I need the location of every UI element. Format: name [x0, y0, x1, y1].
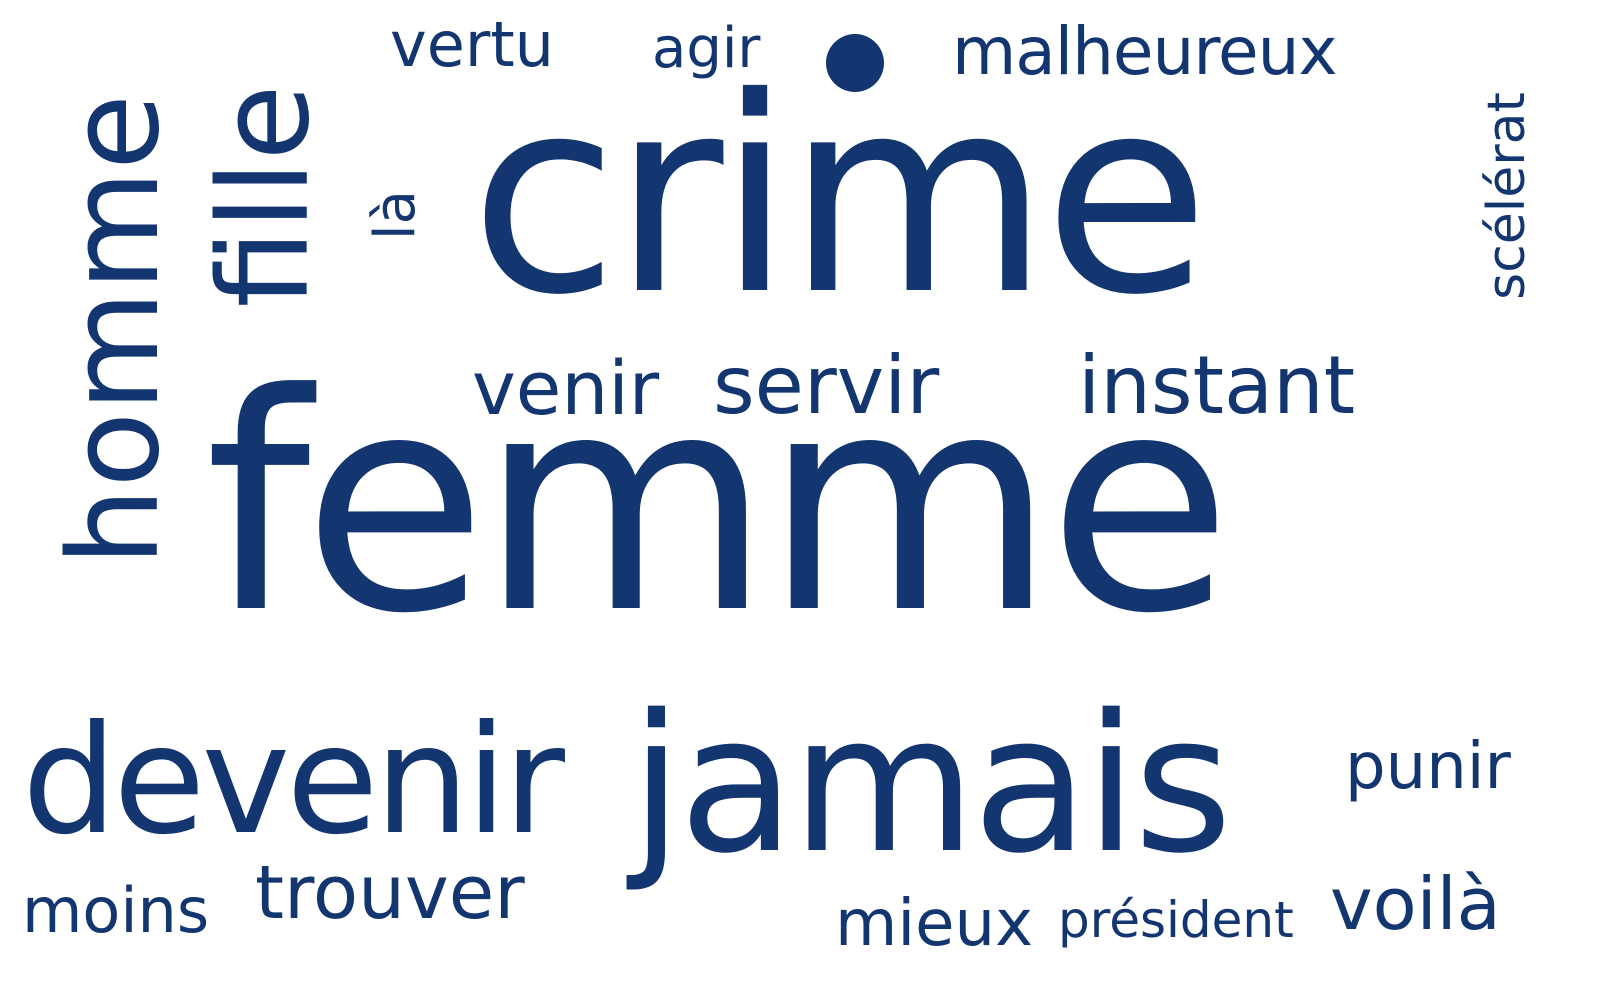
- word-malheureux: malheureux: [952, 13, 1338, 90]
- word-devenir: devenir: [22, 694, 565, 868]
- dot-mark: [826, 34, 884, 92]
- word-mieux: mieux: [835, 887, 1033, 961]
- word-venir: venir: [472, 346, 660, 432]
- word-vertu: vertu: [390, 8, 554, 81]
- word-la: là: [363, 190, 428, 240]
- word-president: président: [1058, 891, 1294, 949]
- word-moins: moins: [22, 874, 210, 947]
- word-trouver: trouver: [255, 850, 525, 936]
- word-crime: crime: [470, 39, 1210, 354]
- word-punir: punir: [1345, 730, 1511, 804]
- word-fille: fille: [193, 84, 337, 308]
- word-instant: instant: [1078, 339, 1356, 432]
- word-voila: voilà: [1330, 862, 1501, 946]
- word-homme: homme: [43, 93, 187, 567]
- word-femme: femme: [205, 330, 1232, 679]
- word-scelerat: scélérat: [1477, 92, 1537, 300]
- word-agir: agir: [652, 16, 761, 81]
- word-jamais: jamais: [630, 674, 1233, 895]
- word-servir: servir: [713, 339, 940, 432]
